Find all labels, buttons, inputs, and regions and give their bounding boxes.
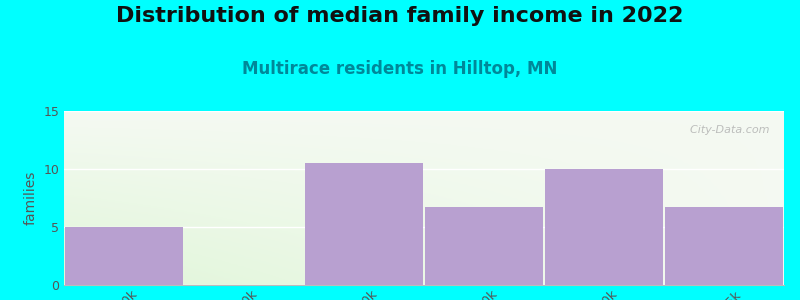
Bar	[306, 163, 422, 285]
Bar	[426, 207, 542, 285]
Text: Distribution of median family income in 2022: Distribution of median family income in …	[116, 6, 684, 26]
Text: City-Data.com: City-Data.com	[683, 125, 770, 135]
Bar	[665, 207, 782, 285]
Text: Multirace residents in Hilltop, MN: Multirace residents in Hilltop, MN	[242, 60, 558, 78]
Y-axis label: families: families	[24, 171, 38, 225]
Bar	[66, 227, 182, 285]
Bar	[546, 169, 663, 285]
